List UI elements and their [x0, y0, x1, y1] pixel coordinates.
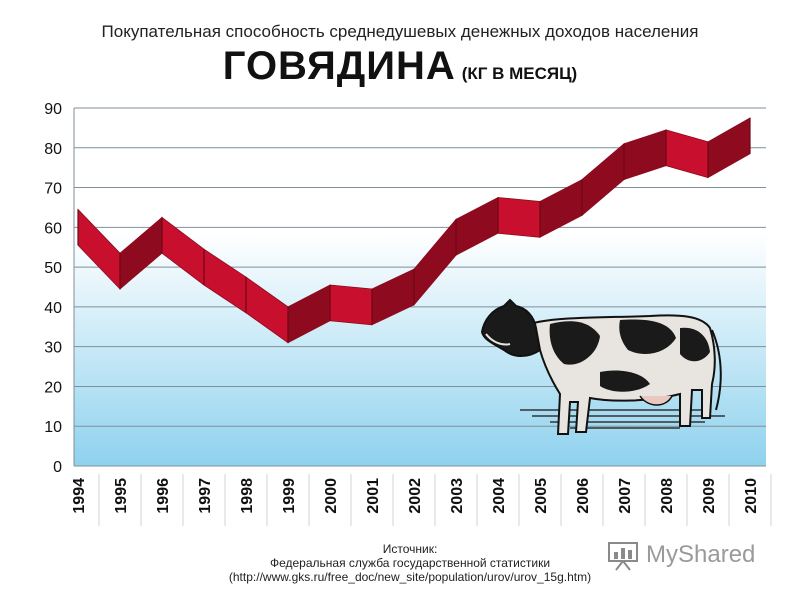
y-tick-label: 0 [53, 459, 62, 476]
y-tick-label: 10 [44, 419, 62, 436]
y-tick-label: 90 [44, 101, 62, 118]
y-tick-label: 50 [44, 260, 62, 277]
x-tick-label: 2010 [743, 478, 760, 514]
grid-layer: 0 10 20 30 40 50 60 70 80 90 1994 1995 1996 1997 1998 1… [44, 101, 772, 526]
x-tick-label: 2009 [701, 478, 718, 514]
chart-subtitle: Покупательная способность среднедушевых … [101, 22, 699, 41]
y-tick-label: 20 [44, 379, 62, 396]
source-label: Источник: [382, 542, 438, 556]
x-tick-label: 1997 [197, 478, 214, 514]
x-tick-label: 1999 [281, 478, 298, 514]
x-tick-label: 2007 [617, 478, 634, 514]
y-tick-label: 80 [44, 141, 62, 158]
ribbon-segment [497, 197, 541, 238]
x-tick-label: 2002 [407, 478, 424, 514]
watermark-text: MyShared [646, 541, 756, 568]
chart-title: ГОВЯДИНА [222, 44, 456, 88]
x-tick-label: 1995 [113, 478, 130, 514]
y-tick-label: 40 [44, 300, 62, 317]
x-tick-label: 1998 [239, 478, 256, 514]
x-tick-label: 2006 [575, 478, 592, 514]
x-tick-label: 2003 [449, 478, 466, 514]
y-tick-label: 70 [44, 181, 62, 198]
y-tick-label: 30 [44, 340, 62, 357]
watermark: MyShared [606, 538, 776, 572]
x-tick-label: 1994 [71, 478, 88, 514]
source-block: Источник: Федеральная служба государстве… [190, 542, 630, 584]
presentation-board-icon [608, 542, 638, 571]
x-tick-label: 2005 [533, 478, 550, 514]
source-agency: Федеральная служба государственной стати… [269, 556, 551, 570]
x-tick-label: 1996 [155, 478, 172, 514]
ribbon-segment [329, 284, 373, 326]
chart-title-block: ГОВЯДИНА (КГ В МЕСЯЦ) [0, 44, 800, 89]
x-tick-label: 2001 [365, 478, 382, 514]
source-url: (http://www.gks.ru/free_doc/new_site/pop… [228, 570, 592, 584]
x-tick-label: 2000 [323, 478, 340, 514]
x-tick-label: 2004 [491, 478, 508, 514]
chart-unit: (КГ В МЕСЯЦ) [461, 64, 578, 83]
y-tick-label: 60 [44, 220, 62, 237]
x-tick-label: 2008 [659, 478, 676, 514]
ribbon-layer [77, 117, 751, 344]
cow-icon [480, 298, 725, 435]
